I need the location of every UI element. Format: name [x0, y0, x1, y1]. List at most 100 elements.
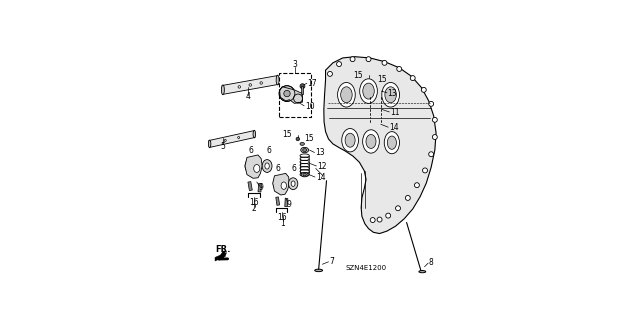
- Ellipse shape: [315, 269, 323, 272]
- Polygon shape: [280, 87, 303, 103]
- Text: 10: 10: [305, 102, 314, 111]
- Text: 6: 6: [292, 165, 296, 174]
- Ellipse shape: [248, 162, 253, 170]
- Ellipse shape: [253, 130, 255, 138]
- Bar: [301, 86, 303, 93]
- Text: 16: 16: [277, 213, 287, 222]
- Ellipse shape: [363, 83, 374, 99]
- Text: 15: 15: [305, 135, 314, 144]
- Bar: [285, 198, 288, 207]
- Text: 1: 1: [280, 219, 285, 228]
- Ellipse shape: [303, 149, 307, 152]
- Circle shape: [386, 213, 390, 218]
- Circle shape: [433, 117, 437, 122]
- Bar: [258, 183, 262, 192]
- Circle shape: [410, 76, 415, 80]
- Text: 17: 17: [308, 79, 317, 88]
- Polygon shape: [245, 155, 262, 178]
- Ellipse shape: [345, 133, 355, 147]
- Circle shape: [224, 139, 226, 141]
- Ellipse shape: [209, 140, 211, 148]
- Text: 4: 4: [246, 92, 251, 101]
- Circle shape: [397, 67, 402, 71]
- Text: 15: 15: [282, 130, 292, 139]
- Ellipse shape: [265, 163, 269, 169]
- Text: 15: 15: [377, 75, 387, 84]
- Text: 13: 13: [388, 89, 397, 98]
- Circle shape: [350, 57, 355, 62]
- Ellipse shape: [374, 123, 378, 126]
- Ellipse shape: [340, 87, 352, 103]
- Ellipse shape: [276, 180, 281, 187]
- Text: 6: 6: [276, 165, 281, 174]
- Text: 7: 7: [329, 256, 334, 265]
- Ellipse shape: [372, 122, 380, 127]
- Ellipse shape: [300, 142, 305, 145]
- Circle shape: [294, 94, 303, 103]
- Ellipse shape: [371, 88, 381, 94]
- Ellipse shape: [253, 165, 260, 172]
- Bar: [248, 182, 252, 190]
- Ellipse shape: [337, 83, 355, 107]
- Text: 14: 14: [389, 123, 399, 132]
- Circle shape: [433, 135, 437, 139]
- Ellipse shape: [221, 85, 225, 95]
- Text: SZN4E1200: SZN4E1200: [346, 265, 387, 271]
- Text: 12: 12: [317, 162, 326, 171]
- Text: 14: 14: [316, 173, 325, 182]
- Circle shape: [284, 90, 290, 97]
- Text: 3: 3: [292, 60, 297, 69]
- Ellipse shape: [371, 83, 376, 86]
- Text: 13: 13: [316, 148, 325, 158]
- Polygon shape: [324, 57, 436, 234]
- Circle shape: [371, 218, 375, 223]
- Ellipse shape: [360, 79, 378, 103]
- Circle shape: [405, 196, 410, 200]
- Polygon shape: [215, 253, 227, 261]
- Text: 5: 5: [220, 142, 225, 151]
- Circle shape: [300, 84, 305, 89]
- Text: 2: 2: [252, 204, 257, 213]
- Ellipse shape: [245, 159, 256, 173]
- Ellipse shape: [303, 174, 307, 176]
- Bar: [276, 197, 280, 205]
- Text: FR.: FR.: [215, 245, 231, 254]
- Ellipse shape: [384, 132, 399, 154]
- Polygon shape: [209, 131, 255, 147]
- Circle shape: [328, 71, 332, 76]
- Ellipse shape: [281, 182, 287, 189]
- Ellipse shape: [387, 136, 396, 149]
- Ellipse shape: [276, 75, 279, 85]
- Circle shape: [279, 86, 295, 101]
- Text: 16: 16: [250, 198, 259, 207]
- Ellipse shape: [301, 147, 308, 153]
- Text: 9: 9: [286, 200, 291, 209]
- Text: 15: 15: [353, 70, 363, 80]
- Circle shape: [415, 183, 419, 188]
- Circle shape: [366, 57, 371, 62]
- Ellipse shape: [262, 160, 272, 172]
- Ellipse shape: [291, 181, 295, 186]
- Circle shape: [284, 90, 290, 97]
- Text: 9: 9: [258, 183, 263, 192]
- Text: 8: 8: [429, 258, 434, 267]
- Ellipse shape: [363, 130, 380, 153]
- Text: 6: 6: [266, 145, 271, 154]
- Polygon shape: [273, 174, 289, 195]
- Ellipse shape: [342, 129, 358, 152]
- Ellipse shape: [382, 83, 399, 107]
- Ellipse shape: [301, 172, 308, 177]
- Ellipse shape: [289, 178, 298, 189]
- Ellipse shape: [419, 271, 426, 273]
- Ellipse shape: [273, 177, 284, 190]
- Text: 11: 11: [390, 108, 399, 117]
- Circle shape: [337, 62, 342, 67]
- Ellipse shape: [374, 89, 378, 93]
- Circle shape: [367, 78, 371, 82]
- Circle shape: [422, 168, 428, 173]
- Bar: [279, 73, 311, 117]
- Polygon shape: [222, 76, 278, 94]
- Circle shape: [296, 137, 300, 141]
- Circle shape: [249, 84, 252, 86]
- Circle shape: [429, 101, 434, 106]
